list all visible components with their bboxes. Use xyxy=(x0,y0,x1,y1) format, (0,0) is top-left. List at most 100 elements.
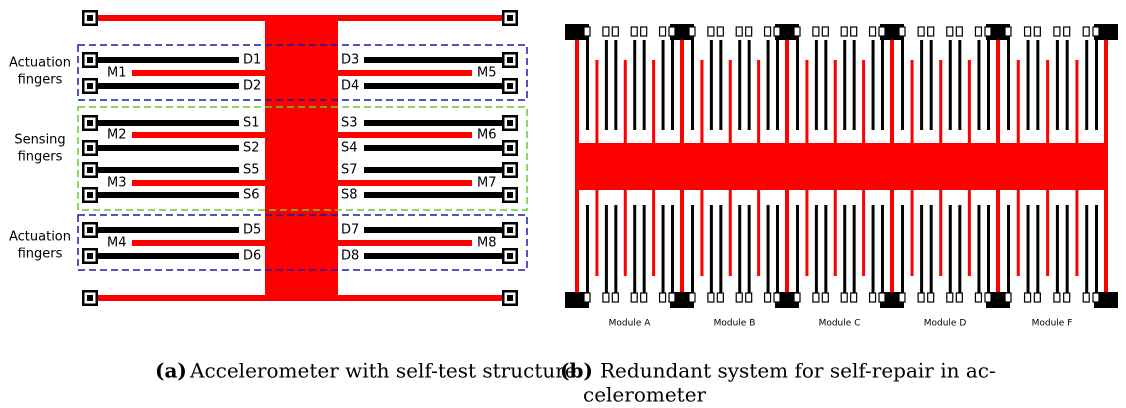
finger-label: M5 xyxy=(477,66,497,81)
finger xyxy=(881,40,884,130)
caption-tag: (b) xyxy=(560,359,593,383)
mini-pad xyxy=(975,293,981,302)
finger xyxy=(987,205,990,295)
mass-finger xyxy=(132,240,265,246)
caption-text: celerometer xyxy=(583,383,707,407)
mini-pad xyxy=(1083,27,1089,36)
finger xyxy=(738,40,741,130)
fixed-finger xyxy=(97,57,239,63)
finger xyxy=(1017,60,1020,144)
fixed-finger xyxy=(97,253,239,259)
finger xyxy=(633,205,636,295)
finger xyxy=(633,40,636,130)
finger xyxy=(652,190,655,276)
finger-label: D6 xyxy=(243,249,261,264)
fixed-finger xyxy=(97,145,239,151)
finger-label: M8 xyxy=(477,236,497,251)
finger xyxy=(614,40,617,130)
pad-dot xyxy=(507,15,513,21)
pad-dot xyxy=(87,227,93,233)
mini-pad xyxy=(631,293,637,302)
pad-dot xyxy=(87,120,93,126)
finger xyxy=(710,205,713,295)
finger xyxy=(605,205,608,295)
pad-dot xyxy=(87,167,93,173)
mini-pad xyxy=(1005,293,1011,302)
mini-pad xyxy=(774,27,780,36)
finger xyxy=(968,60,971,144)
finger xyxy=(719,205,722,295)
finger-label: M3 xyxy=(107,176,127,191)
pad-dot xyxy=(507,83,513,89)
finger xyxy=(958,40,961,130)
finger xyxy=(1056,205,1059,295)
mini-pad xyxy=(631,27,637,36)
finger xyxy=(691,40,694,130)
mini-pad xyxy=(918,27,924,36)
fixed-finger xyxy=(97,167,239,173)
finger-label: D7 xyxy=(341,223,359,238)
pad-dot xyxy=(87,57,93,63)
finger xyxy=(595,190,598,276)
finger xyxy=(605,40,608,130)
finger xyxy=(738,205,741,295)
mini-pad xyxy=(641,27,647,36)
finger xyxy=(920,40,923,130)
finger xyxy=(815,40,818,130)
mini-pad xyxy=(985,293,991,302)
fixed-finger xyxy=(97,192,239,198)
group-label: fingers xyxy=(18,73,63,88)
fixed-finger xyxy=(97,227,239,233)
mini-pad xyxy=(813,27,819,36)
finger xyxy=(1007,40,1010,130)
mini-pad xyxy=(841,27,847,36)
rail xyxy=(1104,30,1108,300)
mini-pad xyxy=(1064,293,1070,302)
finger-label: S3 xyxy=(341,116,358,131)
finger-label: S5 xyxy=(243,163,260,178)
mini-pad xyxy=(736,293,742,302)
finger xyxy=(977,40,980,130)
mini-pad xyxy=(822,27,828,36)
finger-label: S4 xyxy=(341,141,358,156)
mini-pad xyxy=(660,293,666,302)
finger xyxy=(691,205,694,295)
mini-pad xyxy=(603,27,609,36)
finger xyxy=(767,205,770,295)
rail xyxy=(90,295,510,301)
mini-pad xyxy=(708,27,714,36)
finger xyxy=(824,205,827,295)
finger xyxy=(834,190,837,276)
finger-label: M4 xyxy=(107,236,127,251)
rail xyxy=(890,30,894,300)
mini-pad xyxy=(870,293,876,302)
finger xyxy=(1046,60,1049,144)
finger xyxy=(1075,190,1078,276)
mini-pad xyxy=(584,27,590,36)
fixed-finger xyxy=(97,120,239,126)
mini-pad xyxy=(1034,293,1040,302)
mini-pad xyxy=(669,293,675,302)
finger xyxy=(757,190,760,276)
finger xyxy=(748,205,751,295)
finger xyxy=(1007,205,1010,295)
finger-label: M7 xyxy=(477,176,497,191)
fixed-finger xyxy=(364,227,504,233)
pad-dot xyxy=(507,167,513,173)
mini-pad xyxy=(641,293,647,302)
pad-dot xyxy=(507,192,513,198)
finger xyxy=(824,40,827,130)
mini-pad xyxy=(870,27,876,36)
module-label: Module B xyxy=(714,319,756,329)
finger xyxy=(1027,205,1030,295)
finger xyxy=(652,60,655,144)
fixed-finger xyxy=(97,83,239,89)
mini-pad xyxy=(736,27,742,36)
mini-pad xyxy=(612,27,618,36)
mini-pad xyxy=(765,293,771,302)
finger xyxy=(853,205,856,295)
finger-label: D8 xyxy=(341,249,359,264)
finger xyxy=(1095,205,1098,295)
figure: (a) Accelerometer with self-test structu… xyxy=(0,0,1126,408)
mass-finger xyxy=(132,180,265,186)
